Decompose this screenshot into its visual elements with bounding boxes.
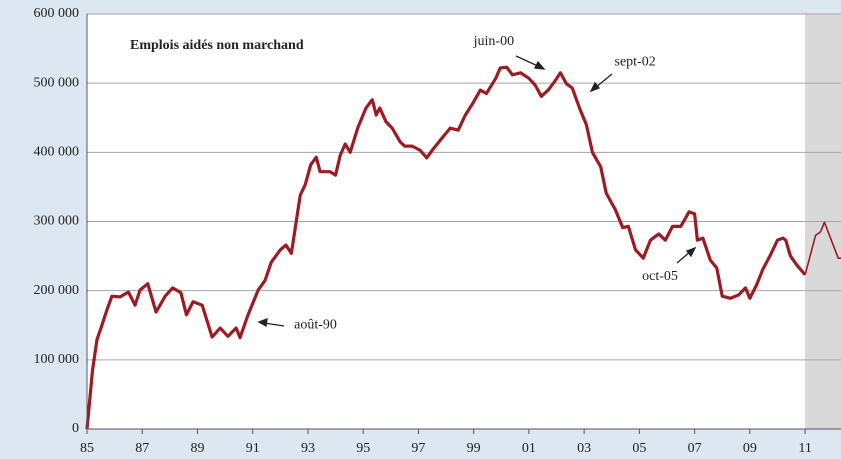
y-tick-label: 600 000 [34, 6, 80, 21]
x-tick-label: 01 [522, 441, 536, 456]
y-tick-label: 100 000 [34, 352, 80, 367]
y-tick-label: 200 000 [34, 283, 80, 298]
y-tick-label: 0 [72, 421, 79, 436]
arrow-head [589, 81, 601, 93]
x-tick-label: 87 [135, 441, 149, 456]
line-series [85, 65, 807, 430]
x-tick-label: 05 [632, 441, 646, 456]
x-tick-label: 89 [190, 441, 204, 456]
arrow [263, 322, 285, 327]
arrow-head [534, 60, 546, 70]
x-tick-label: 91 [246, 441, 260, 456]
x-tick-label: 07 [688, 441, 702, 456]
line-series [804, 221, 841, 275]
x-tick-label: 09 [743, 441, 757, 456]
y-tick-label: 500 000 [34, 75, 80, 90]
x-tick-label: 03 [577, 441, 591, 456]
annotation: sept-02 [615, 55, 656, 70]
x-tick-label: 95 [356, 441, 370, 456]
y-tick-label: 400 000 [34, 145, 80, 160]
arrow-head [257, 318, 268, 328]
x-tick-label: 93 [301, 441, 315, 456]
x-tick-label: 99 [467, 441, 481, 456]
x-tick-label: 11 [798, 441, 811, 456]
arrow-head [685, 246, 697, 258]
arrows [257, 55, 697, 328]
annotation: oct-05 [642, 269, 678, 284]
chart-title: Emplois aidés non marchand [130, 38, 304, 53]
annotation: août-90 [294, 317, 337, 332]
annotation: juin-00 [473, 34, 514, 49]
x-tick-label: 85 [80, 441, 94, 456]
x-tick-label: 97 [411, 441, 425, 456]
y-tick-label: 300 000 [34, 214, 80, 229]
